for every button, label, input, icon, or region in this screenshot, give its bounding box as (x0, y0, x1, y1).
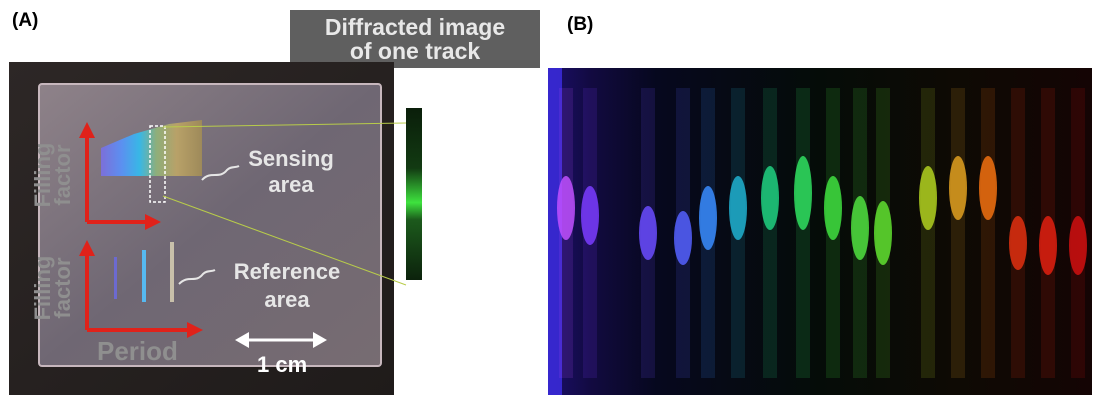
spectral-band-spot (581, 186, 599, 245)
reference-label-line-1: Reference (233, 259, 341, 284)
spectral-bands (557, 88, 1087, 378)
spectral-band-spot (824, 176, 842, 240)
spectral-band-spot (639, 206, 657, 260)
diffraction-spectrum-photo (548, 68, 1092, 395)
caption-line-1: Diffracted image (324, 14, 506, 40)
diffracted-image-caption: Diffracted image of one track (290, 10, 540, 68)
reference-track-2 (142, 250, 146, 302)
spectral-band-spot (1039, 216, 1057, 275)
caption-line-2: of one track (349, 38, 481, 64)
spectral-band-spot (919, 166, 937, 230)
zoom-line-top (162, 122, 407, 128)
reference-area-label: Reference area (207, 258, 367, 314)
spectral-band-spot (874, 201, 892, 265)
reference-label-line-2: area (264, 287, 310, 312)
zoom-line-bottom (162, 195, 407, 286)
spectral-band-spot (851, 196, 869, 260)
spectral-band-column (763, 88, 777, 378)
spectral-band-spot (1069, 216, 1087, 275)
spectral-band-spot (761, 166, 779, 230)
spectral-band-spot (674, 211, 692, 265)
sensing-area-region (101, 120, 202, 176)
diffraction-spectrum-graphic (548, 68, 1092, 395)
spectral-band-spot (557, 176, 575, 240)
spectral-band-column (921, 88, 935, 378)
period-label: Period (97, 336, 178, 366)
sensing-label-line-1: Sensing (248, 146, 334, 171)
panel-b-label: (B) (567, 14, 594, 35)
spectral-band-spot (979, 156, 997, 220)
reference-track-1 (114, 257, 117, 299)
spectral-band-spot (1009, 216, 1027, 270)
reference-callout-line (178, 269, 216, 285)
sensing-label-line-2: area (268, 172, 314, 197)
spectral-band-spot (729, 176, 747, 240)
spectral-band-spot (699, 186, 717, 250)
spectral-band-spot (949, 156, 967, 220)
scale-label: 1 cm (257, 352, 308, 377)
sensing-area-label: Sensing area (231, 146, 351, 198)
diffracted-track-strip (406, 108, 422, 280)
spectral-band-column (951, 88, 965, 378)
selected-track-outline (149, 125, 166, 203)
sample-photo-graphic (9, 62, 394, 395)
sample-photo: Sensing area Reference area Filling fact… (9, 62, 394, 395)
spectral-band-spot (794, 156, 812, 230)
panel-a-label: (A) (12, 10, 39, 31)
spectral-band-column (796, 88, 810, 378)
sensing-callout-line (201, 165, 240, 181)
reference-track-3 (170, 242, 174, 302)
spectral-band-column (981, 88, 995, 378)
